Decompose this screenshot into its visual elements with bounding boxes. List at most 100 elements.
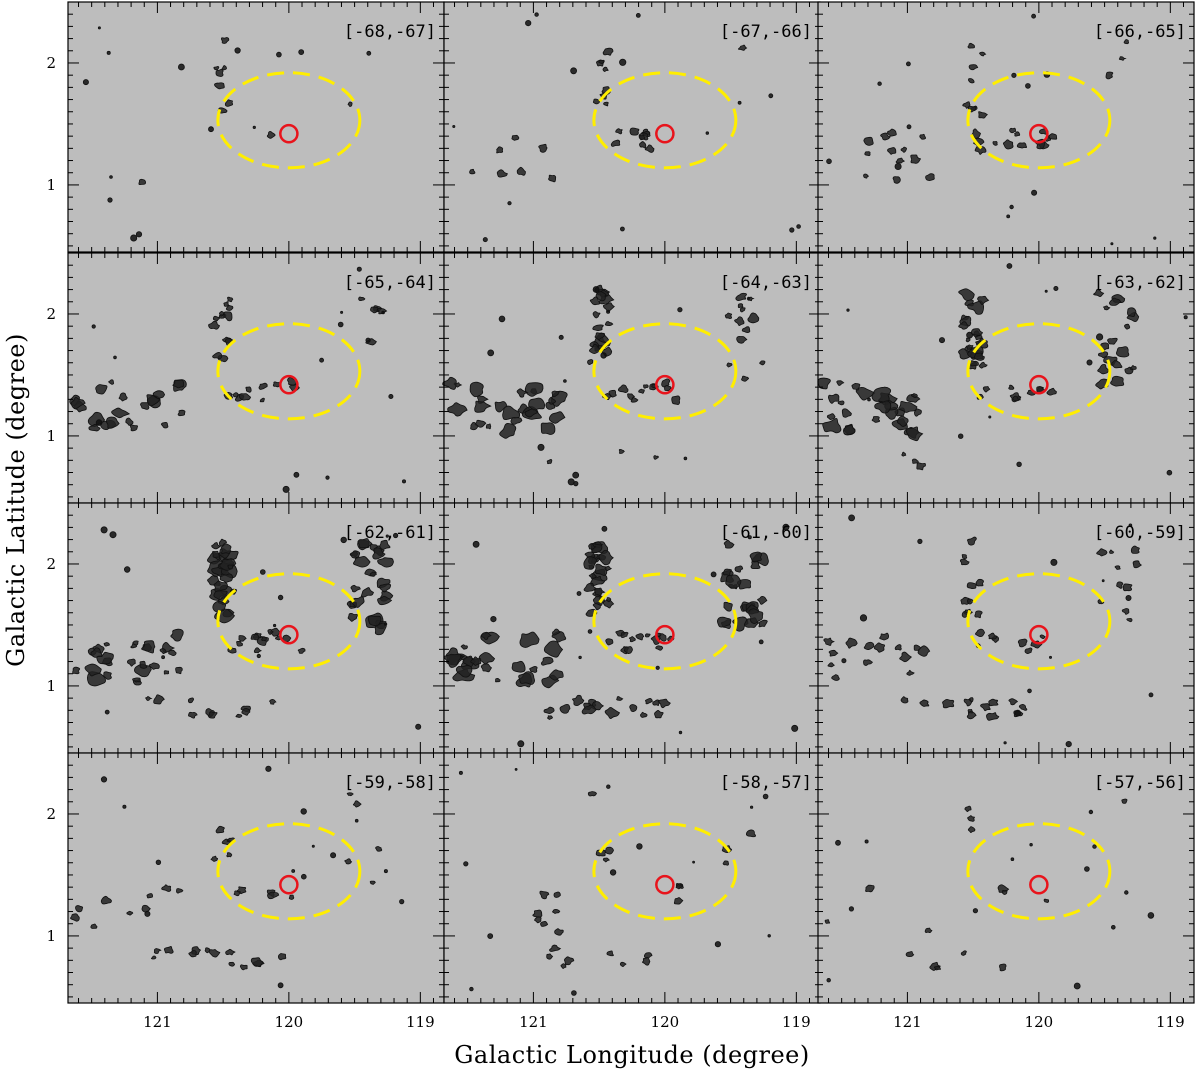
emission-clump: [855, 386, 876, 401]
emission-clump: [864, 151, 871, 157]
emission-speck: [123, 566, 131, 573]
emission-contours: [72, 526, 422, 730]
emission-speck: [1031, 13, 1036, 19]
emission-clump: [208, 320, 221, 330]
emission-speck: [1101, 579, 1105, 583]
channel-panel: [-67,-66]: [443, 1, 821, 253]
x-axis-title: Galactic Longitude (degree): [454, 1041, 810, 1069]
velocity-range-label: [-57,-56]: [1094, 773, 1186, 793]
emission-clump: [253, 647, 263, 654]
emission-speck: [106, 50, 111, 55]
emission-clump: [225, 305, 234, 311]
panel-background: [444, 753, 820, 1003]
emission-speck: [252, 125, 256, 130]
emission-clump: [638, 134, 646, 140]
emission-clump: [532, 909, 543, 918]
emission-clump: [1008, 384, 1015, 390]
emission-clump: [747, 312, 760, 324]
emission-clump: [469, 381, 484, 398]
emission-clump: [377, 595, 393, 606]
emission-clump: [1110, 375, 1125, 387]
emission-clump: [543, 640, 564, 658]
emission-clump: [916, 462, 926, 471]
emission-speck: [848, 906, 855, 912]
emission-speck: [177, 63, 185, 71]
emission-clump: [655, 645, 664, 651]
emission-speck: [620, 226, 625, 232]
emission-clump: [245, 386, 252, 393]
emission-clump: [70, 396, 86, 410]
emission-clump: [511, 660, 526, 673]
y-tick-label: 2: [46, 54, 56, 72]
emission-speck: [906, 124, 912, 130]
emission-clump: [227, 564, 234, 570]
emission-speck: [826, 978, 831, 983]
emission-speck: [796, 224, 801, 229]
emission-clump: [620, 631, 629, 639]
emission-clump: [963, 698, 973, 707]
emission-clump: [267, 891, 280, 900]
emission-speck: [95, 419, 103, 426]
emission-clump: [635, 633, 645, 641]
emission-clump: [462, 655, 477, 667]
emission-clump: [879, 632, 889, 641]
panel-grid: [-68,-67]12[-67,-66] [-66,-65][-65,-64]12…: [46, 1, 1195, 1031]
emission-clump: [470, 656, 482, 666]
emission-speck: [1147, 912, 1155, 919]
emission-speck: [859, 614, 868, 622]
emission-clump: [1116, 581, 1124, 589]
region-ellipse: [592, 322, 738, 421]
emission-speck: [782, 523, 790, 531]
y-tick-label: 1: [46, 677, 56, 695]
velocity-range-label: [-60,-59]: [1094, 523, 1186, 543]
emission-clump: [592, 324, 604, 332]
emission-speck: [100, 526, 108, 534]
emission-clump: [546, 953, 554, 960]
emission-clump: [722, 860, 729, 866]
emission-clump: [618, 448, 625, 454]
emission-clump: [106, 416, 120, 429]
emission-clump: [725, 574, 742, 589]
emission-clump: [587, 791, 597, 797]
emission-speck: [655, 665, 660, 670]
x-tick-label: 121: [893, 1013, 922, 1031]
emission-speck: [848, 514, 855, 522]
velocity-range-label: [-58,-57]: [720, 773, 812, 793]
emission-speck: [1124, 890, 1129, 895]
emission-speck: [399, 898, 405, 905]
emission-clump: [595, 291, 606, 302]
emission-clump: [233, 890, 241, 897]
emission-clump: [261, 636, 267, 642]
emission-clump: [627, 393, 636, 400]
emission-speck: [415, 723, 422, 730]
emission-speck: [208, 126, 214, 133]
emission-speck: [1073, 982, 1081, 990]
emission-clump: [218, 538, 227, 547]
emission-clump: [1109, 549, 1115, 554]
emission-clump: [979, 51, 987, 57]
emission-speck: [385, 534, 389, 538]
emission-clump: [967, 826, 976, 833]
emission-speck: [678, 730, 683, 735]
source-marker: [1029, 374, 1049, 395]
emission-speck: [319, 357, 325, 363]
emission-clump: [220, 543, 232, 554]
emission-speck: [835, 839, 841, 846]
emission-clump: [967, 42, 975, 49]
emission-clump: [496, 169, 508, 178]
emission-speck: [683, 456, 688, 461]
source-marker: [1029, 874, 1049, 895]
emission-speck: [91, 324, 96, 329]
emission-clump: [654, 709, 664, 719]
emission-clump: [974, 610, 983, 619]
emission-speck: [458, 770, 463, 775]
emission-clump: [588, 572, 597, 580]
emission-speck: [1183, 315, 1188, 320]
emission-clump: [1018, 704, 1028, 711]
region-ellipse: [216, 71, 362, 170]
panel-ticks: [68, 503, 444, 753]
emission-clump: [589, 344, 603, 354]
emission-speck: [1009, 204, 1014, 210]
emission-clump: [529, 665, 538, 673]
emission-clump: [736, 335, 748, 344]
